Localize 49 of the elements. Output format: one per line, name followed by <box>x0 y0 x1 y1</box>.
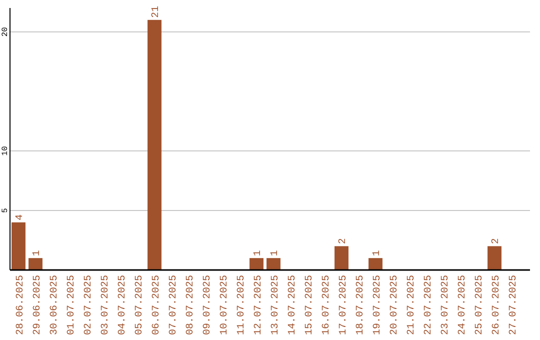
data-label: 21 <box>151 6 162 18</box>
x-tick-label: 13.07.2025 <box>270 275 282 336</box>
data-label: 1 <box>372 250 383 256</box>
x-tick-label: 16.07.2025 <box>322 275 332 336</box>
x-tick-label: 09.07.2025 <box>202 275 214 336</box>
bar <box>148 20 162 270</box>
x-tick-label: 21.07.2025 <box>406 275 418 336</box>
x-tick-label: 17.07.2025 <box>338 275 350 336</box>
x-tick-label: 18.07.2025 <box>356 275 366 336</box>
y-tick-label: 10 <box>1 146 10 156</box>
x-tick-label: 08.07.2025 <box>186 275 196 336</box>
bar <box>28 258 42 270</box>
x-tick-label: 12.07.2025 <box>254 275 264 336</box>
x-tick-label: 30.06.2025 <box>50 275 60 336</box>
x-tick-label: 20.07.2025 <box>390 275 400 336</box>
x-tick-label: 07.07.2025 <box>168 275 180 336</box>
x-tick-label: 28.06.2025 <box>16 275 26 336</box>
bar <box>266 258 280 270</box>
bar <box>368 258 382 270</box>
x-tick-label: 25.07.2025 <box>474 275 486 336</box>
x-tick-label: 29.06.2025 <box>32 275 44 336</box>
bar <box>250 258 264 270</box>
bar <box>334 246 348 270</box>
x-tick-label: 10.07.2025 <box>220 275 230 336</box>
data-label: 1 <box>253 250 264 256</box>
x-tick-label: 11.07.2025 <box>236 275 248 336</box>
x-tick-label: 05.07.2025 <box>134 275 146 336</box>
x-tick-label: 01.07.2025 <box>66 275 78 336</box>
x-tick-label: 03.07.2025 <box>100 275 112 336</box>
data-label: 1 <box>32 250 43 256</box>
x-tick-label: 23.07.2025 <box>440 275 452 336</box>
x-tick-label: 27.07.2025 <box>508 275 520 336</box>
bar <box>12 222 26 270</box>
x-tick-label: 26.07.2025 <box>492 275 502 336</box>
data-label: 4 <box>15 214 26 220</box>
x-tick-label: 15.07.2025 <box>304 275 316 336</box>
data-label: 2 <box>338 238 349 244</box>
x-tick-label: 06.07.2025 <box>152 275 162 336</box>
x-tick-label: 19.07.2025 <box>372 275 384 336</box>
data-label: 2 <box>491 238 502 244</box>
x-tick-label: 04.07.2025 <box>118 275 128 336</box>
x-tick-label: 14.07.2025 <box>288 275 298 336</box>
data-label: 1 <box>270 250 281 256</box>
y-tick-label: 5 <box>1 208 10 213</box>
y-tick-label: 20 <box>1 26 10 37</box>
x-tick-label: 22.07.2025 <box>424 275 434 336</box>
x-tick-label: 02.07.2025 <box>84 275 94 336</box>
bar <box>488 246 502 270</box>
x-tick-label: 24.07.2025 <box>458 275 468 336</box>
